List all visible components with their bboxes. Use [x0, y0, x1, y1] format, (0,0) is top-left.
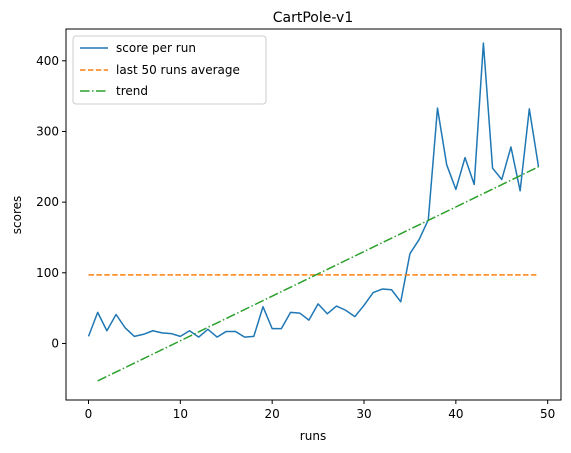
y-tick-label: 0: [51, 336, 59, 350]
legend-label-last-50-average: last 50 runs average: [116, 63, 240, 77]
legend-label-trend: trend: [116, 84, 148, 98]
plot-lines: [87, 42, 540, 382]
y-axis-label: scores: [10, 196, 24, 235]
legend-box: [72, 35, 267, 105]
x-tick-label: 40: [448, 407, 463, 421]
series-line-0: [87, 42, 540, 338]
y-axis-ticks: 0 100 200 300 400: [36, 54, 66, 350]
y-tick-label: 100: [36, 266, 59, 280]
y-tick-label: 200: [36, 195, 59, 209]
x-tick-label: 50: [540, 407, 555, 421]
x-tick-label: 0: [85, 407, 93, 421]
x-axis-ticks: 0 10 20 30 40 50: [85, 400, 555, 421]
x-tick-label: 10: [173, 407, 188, 421]
plot-frame: [65, 28, 562, 401]
chart-title: CartPole-v1: [273, 10, 353, 26]
x-tick-label: 30: [356, 407, 371, 421]
legend: score per run last 50 runs average trend: [72, 35, 267, 105]
series-line-2: [97, 166, 539, 382]
y-tick-label: 300: [36, 124, 59, 138]
x-tick-label: 20: [265, 407, 280, 421]
legend-label-score-per-run: score per run: [116, 41, 196, 55]
y-tick-label: 400: [36, 54, 59, 68]
x-axis-label: runs: [300, 429, 326, 443]
